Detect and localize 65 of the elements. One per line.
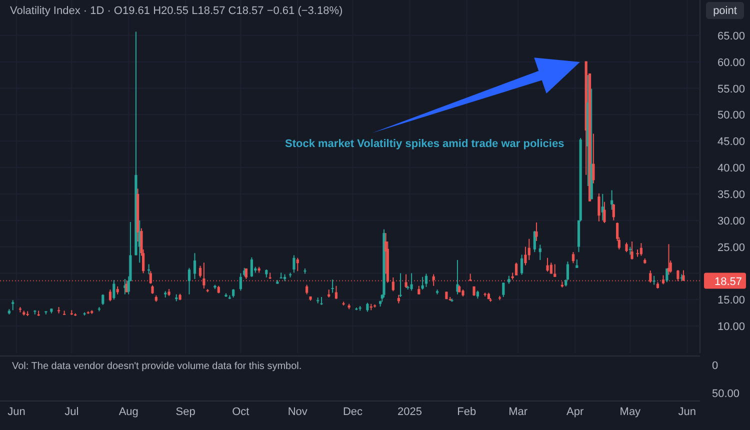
candlestick bbox=[424, 273, 428, 288]
candlestick bbox=[546, 257, 549, 272]
candlestick bbox=[112, 280, 116, 300]
x-tick-label: Apr bbox=[566, 406, 584, 418]
x-tick-label: Oct bbox=[232, 406, 250, 418]
x-tick-label: Nov bbox=[288, 406, 308, 418]
candlestick bbox=[239, 272, 242, 292]
candlestick bbox=[640, 242, 643, 256]
x-tick-label: Feb bbox=[457, 406, 476, 418]
candlestick bbox=[102, 294, 104, 306]
candlestick bbox=[603, 201, 606, 224]
x-tick-label: May bbox=[620, 406, 642, 418]
text: 0 bbox=[712, 360, 718, 372]
x-tick-label: Jul bbox=[64, 406, 79, 418]
candlestick bbox=[610, 190, 614, 210]
candlestick bbox=[410, 272, 413, 292]
text: point bbox=[713, 5, 737, 17]
candlestick bbox=[514, 262, 518, 276]
ref-line-label: 18.57 bbox=[714, 276, 742, 288]
y-tick-label: 15.00 bbox=[717, 294, 745, 307]
candlestick bbox=[296, 257, 299, 272]
candlestick bbox=[572, 252, 575, 264]
candlestick bbox=[421, 276, 424, 290]
candlestick bbox=[331, 279, 334, 294]
text: Vol: The data vendor doesn't provide volume data for this symbol. bbox=[12, 361, 302, 372]
candlestick bbox=[306, 284, 308, 295]
candlestick bbox=[198, 265, 202, 278]
candlestick bbox=[520, 254, 524, 276]
chart-title: Volatility Index · 1D · O19.61 H20.55 L18.57 C18.57 −0.61 (−3.18%) bbox=[10, 5, 343, 17]
candlestick bbox=[292, 254, 296, 274]
y-tick-label: 45.00 bbox=[717, 136, 745, 148]
annotation: Stock market Volatiltiy spikes amid trade war policies bbox=[285, 138, 564, 150]
y-tick-label: 50.00 bbox=[717, 110, 745, 122]
x-tick-label: Dec bbox=[342, 406, 364, 418]
x-tick-label: Sep bbox=[176, 406, 196, 418]
y-tick-label: 60.00 bbox=[717, 56, 745, 69]
candlestick bbox=[148, 264, 150, 275]
candlestick bbox=[250, 256, 254, 278]
candlestick bbox=[535, 222, 538, 242]
candlestick bbox=[528, 238, 530, 260]
candlestick bbox=[538, 244, 542, 260]
y-tick-label: 55.00 bbox=[717, 83, 745, 96]
y-tick-label: 30.00 bbox=[717, 215, 745, 228]
y-tick-label: 40.00 bbox=[717, 162, 745, 175]
y-tick-label: 35.00 bbox=[717, 188, 745, 201]
candlestick bbox=[502, 282, 505, 298]
candlestick bbox=[12, 300, 14, 311]
candlestick bbox=[399, 272, 402, 298]
candlestick bbox=[193, 252, 196, 280]
candlestick bbox=[598, 192, 600, 222]
x-tick-label: Jun bbox=[678, 406, 696, 418]
x-tick-label: Mar bbox=[508, 406, 528, 418]
y-tick-label: 65.00 bbox=[717, 30, 745, 42]
candlestick bbox=[108, 289, 112, 302]
x-tick-label: Aug bbox=[118, 406, 138, 418]
candlestick bbox=[554, 264, 556, 278]
y-tick-label: 10.00 bbox=[717, 321, 745, 334]
candlestick bbox=[188, 267, 191, 295]
candlestick bbox=[334, 285, 338, 300]
candlestick bbox=[625, 242, 628, 253]
candlestick bbox=[612, 203, 615, 221]
y-tick-label: 25.00 bbox=[717, 242, 745, 254]
x-tick-label: Jun bbox=[8, 406, 26, 418]
x-tick-label: 2025 bbox=[397, 406, 422, 418]
candlestick bbox=[666, 268, 668, 283]
